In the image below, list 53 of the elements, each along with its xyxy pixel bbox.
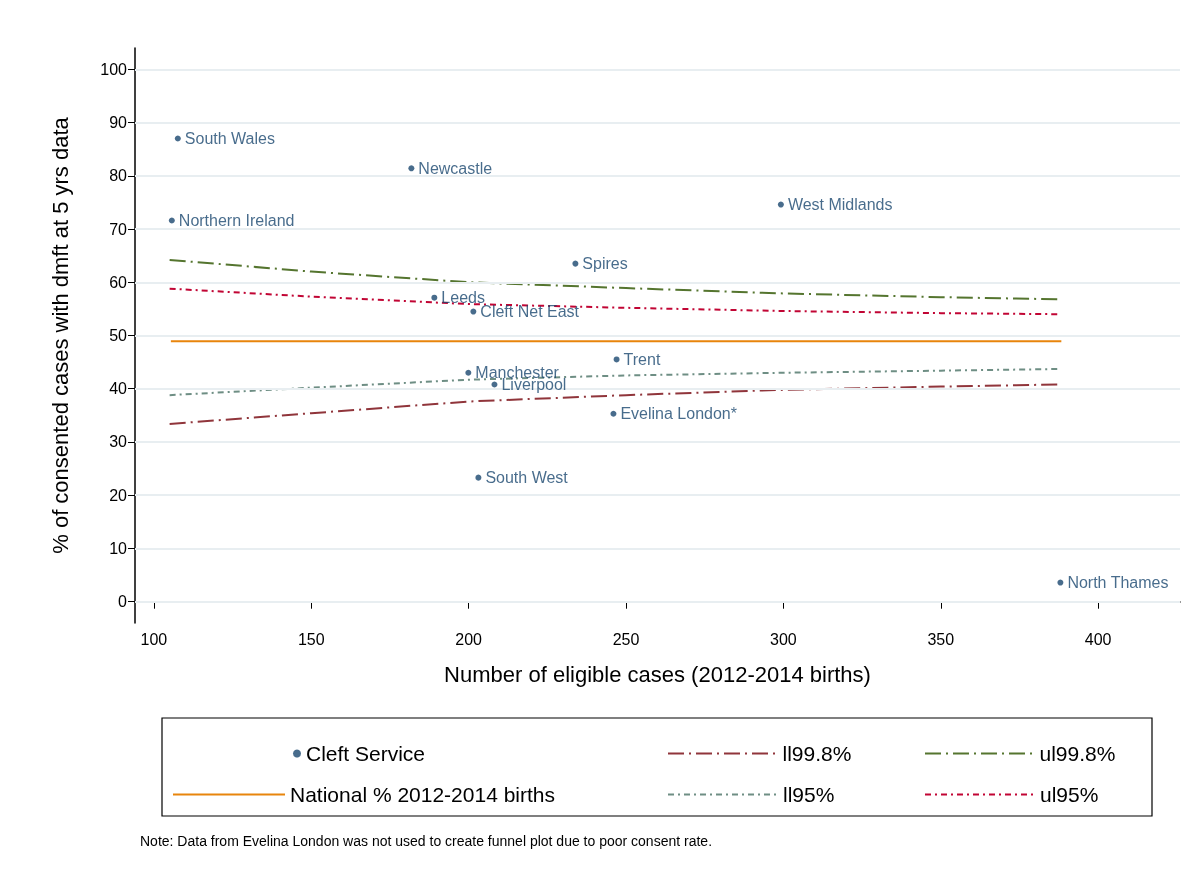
y-tick-label: 90	[109, 114, 128, 132]
y-tick-label: 70	[109, 220, 128, 238]
x-tick-label: 400	[1084, 630, 1112, 648]
legend-label: ll99.8%	[782, 742, 852, 765]
data-label: West Midlands	[787, 196, 893, 214]
x-tick-label: 250	[612, 630, 640, 648]
data-label: Evelina London*	[620, 405, 737, 423]
data-label: Spires	[582, 255, 628, 273]
y-tick-label: 40	[109, 380, 128, 398]
point	[431, 294, 438, 301]
y-tick-label: 60	[109, 273, 128, 291]
x-tick-label: 100	[140, 630, 168, 648]
data-label: South Wales	[184, 130, 275, 148]
point	[777, 201, 784, 208]
x-tick-label: 150	[297, 630, 325, 648]
x-tick-label: 200	[455, 630, 483, 648]
x-tick-label: 350	[927, 630, 955, 648]
point	[168, 217, 175, 224]
y-tick-label: 100	[100, 60, 128, 78]
legend-label: ll95%	[783, 783, 835, 806]
line-series	[168, 287, 1059, 316]
legend-label: National % 2012-2014 births	[290, 783, 556, 806]
x-axis-title: Number of eligible cases (2012-2014 births)	[444, 661, 871, 687]
point	[475, 474, 482, 481]
point	[491, 381, 498, 388]
x-tick-label: 300	[770, 630, 797, 648]
text: Note: Data from Evelina London was not used to create funnel plot due to poor consent rate.	[140, 833, 713, 849]
point	[610, 410, 617, 417]
legend-label: ul95%	[1040, 783, 1099, 806]
y-tick-label: 50	[109, 327, 128, 344]
y-tick-label: 30	[109, 433, 128, 451]
line-series	[168, 368, 1059, 397]
data-label: Cleft Net East	[480, 303, 580, 321]
data-label: South West	[485, 469, 569, 487]
y-tick-label: 10	[109, 539, 128, 557]
point	[572, 260, 579, 267]
y-tick-label: 20	[109, 486, 128, 504]
data-label: North Thames	[1067, 574, 1169, 592]
point	[613, 356, 620, 363]
legend-label: ul99.8%	[1039, 742, 1116, 765]
y-axis-title: % of consented cases with dmft at 5 yrs data	[47, 116, 73, 554]
y-tick-label: 80	[109, 167, 128, 185]
legend-label: Cleft Service	[306, 742, 426, 765]
line-series	[168, 258, 1059, 301]
point	[408, 165, 415, 172]
y-tick-label: 0	[118, 593, 128, 611]
point	[470, 308, 477, 315]
data-label: Northern Ireland	[178, 212, 295, 229]
data-label: Trent	[623, 350, 661, 368]
point	[465, 369, 472, 376]
point	[1057, 579, 1064, 586]
data-label: Newcastle	[418, 159, 493, 177]
point	[174, 135, 181, 142]
